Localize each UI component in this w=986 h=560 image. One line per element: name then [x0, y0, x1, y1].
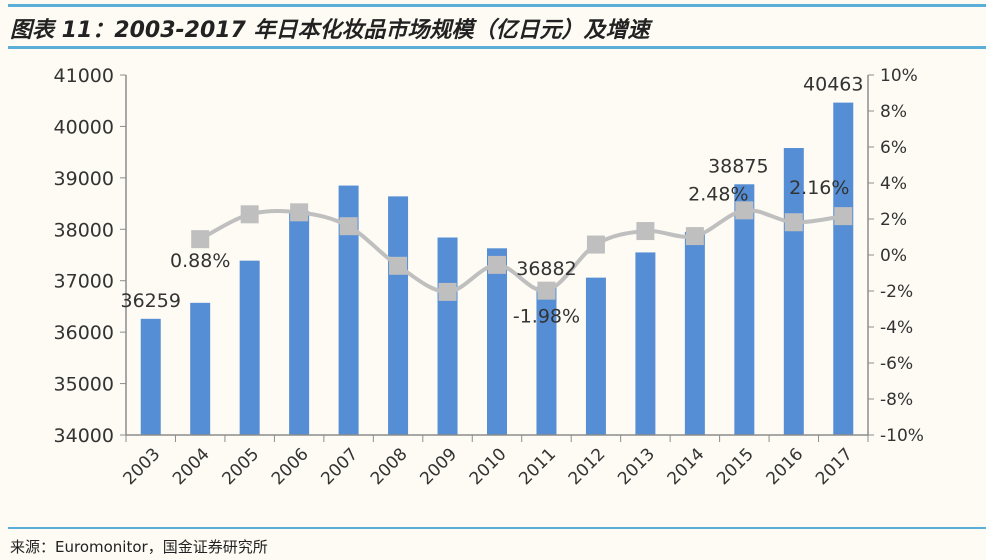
- bar-2009: [437, 237, 458, 435]
- growth-marker-2004: [191, 230, 210, 249]
- x-tick-label: 2008: [367, 444, 412, 489]
- growth-marker-2011: [537, 281, 556, 300]
- right-tick-label: 2%: [880, 210, 907, 230]
- growth-marker-2013: [636, 222, 655, 241]
- left-tick-label: 39000: [54, 168, 114, 190]
- source-note: 来源：Euromonitor，国金证券研究所: [10, 538, 268, 556]
- growth-marker-2005: [240, 205, 259, 224]
- bar-2004: [190, 302, 211, 435]
- x-tick-label: 2012: [565, 444, 610, 489]
- chart-title: 图表 11：2003-2017 年日本化妆品市场规模（亿日元）及增速: [10, 18, 650, 43]
- data-label: 40463: [803, 74, 863, 96]
- left-tick-label: 35000: [54, 374, 114, 396]
- x-tick-label: 2013: [614, 444, 659, 489]
- right-tick-label: -2%: [880, 282, 913, 302]
- x-tick-label: 2016: [763, 444, 808, 489]
- left-tick-label: 40000: [54, 116, 114, 138]
- growth-marker-2015: [735, 201, 754, 220]
- top-rule: [8, 4, 986, 7]
- data-label: 2.48%: [688, 183, 748, 205]
- right-tick-label: -6%: [880, 354, 913, 374]
- data-label: 0.88%: [170, 250, 230, 272]
- growth-marker-2010: [488, 255, 506, 274]
- bar-2012: [585, 277, 606, 435]
- right-tick-label: 10%: [880, 66, 918, 86]
- x-tick-label: 2005: [218, 444, 263, 489]
- right-tick-label: 8%: [880, 102, 907, 122]
- right-tick-label: -8%: [880, 390, 913, 410]
- data-label: -1.98%: [513, 306, 580, 328]
- x-tick-label: 2004: [169, 444, 214, 489]
- x-tick-label: 2010: [466, 444, 511, 489]
- data-label: 2.16%: [789, 177, 849, 199]
- right-tick-label: -4%: [880, 318, 913, 338]
- x-tick-label: 2011: [515, 444, 560, 489]
- data-label: 36259: [121, 290, 181, 312]
- growth-marker-2017: [834, 207, 853, 226]
- x-tick-label: 2009: [416, 444, 461, 489]
- left-tick-label: 38000: [54, 219, 114, 241]
- growth-marker-2007: [339, 217, 358, 236]
- bar-2017: [833, 102, 854, 436]
- bottom-rule: [8, 527, 986, 529]
- bar-2008: [388, 196, 409, 435]
- bar-2010: [487, 248, 507, 435]
- bar-2014: [684, 231, 705, 435]
- growth-marker-2009: [438, 282, 457, 301]
- growth-marker-2012: [586, 235, 605, 254]
- bar-2005: [239, 260, 260, 435]
- chart: 34000 35000 36000 37000 38000 39000 40000 41000…: [54, 65, 924, 489]
- right-tick-label: 4%: [880, 174, 907, 194]
- growth-marker-2008: [389, 256, 408, 275]
- bar-2011: [536, 286, 557, 435]
- growth-marker-2016: [784, 213, 803, 232]
- x-tick-label: 2017: [812, 444, 857, 489]
- right-tick-label: 6%: [880, 138, 907, 158]
- left-tick-label: 41000: [54, 65, 114, 87]
- growth-marker-2006: [290, 203, 309, 222]
- left-tick-label: 37000: [54, 271, 114, 293]
- data-label: 38875: [708, 155, 768, 177]
- left-tick-label: 34000: [54, 425, 114, 447]
- bar-2015: [734, 184, 755, 435]
- left-tick-label: 36000: [54, 322, 114, 344]
- x-tick-label: 2014: [664, 444, 709, 489]
- bar-2006: [289, 211, 310, 435]
- bar-2003: [140, 318, 161, 435]
- growth-marker-2014: [685, 227, 704, 246]
- x-tick-label: 2015: [713, 444, 758, 489]
- bar-2007: [338, 185, 359, 435]
- right-tick-label: -10%: [880, 426, 924, 446]
- data-label: 36882: [516, 258, 576, 280]
- x-tick-label: 2006: [268, 444, 313, 489]
- x-tick-label: 2003: [120, 444, 165, 489]
- bar-2013: [635, 252, 656, 435]
- title-rule: [8, 46, 986, 49]
- right-tick-label: 0%: [880, 246, 907, 266]
- x-tick-label: 2007: [317, 444, 362, 489]
